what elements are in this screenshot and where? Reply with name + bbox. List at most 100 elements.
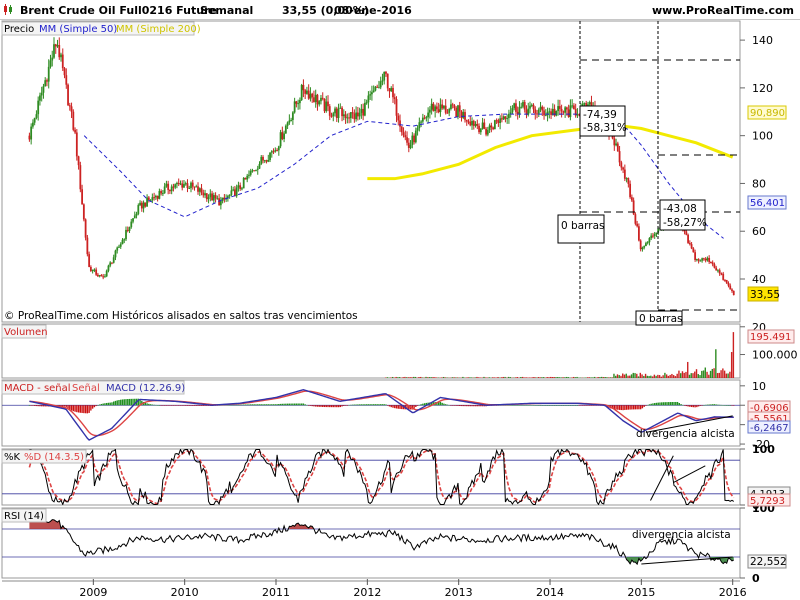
price-panel[interactable]: [1, 20, 741, 323]
price-candle: [246, 175, 249, 180]
macd-histogram-bar: [91, 405, 94, 409]
volume-bar: [695, 369, 698, 378]
macd-histogram-bar: [416, 405, 419, 406]
macd-histogram-bar: [351, 404, 354, 406]
stoch-k-line: [29, 449, 735, 505]
price-candle: [46, 80, 48, 82]
macd-histogram-bar: [457, 405, 459, 406]
macd-histogram-bar: [299, 403, 301, 406]
macd-histogram-bar: [362, 404, 364, 406]
price-candle: [176, 182, 178, 185]
volume-bar: [692, 373, 694, 378]
macd-histogram-bar: [237, 404, 240, 406]
price-candle: [32, 122, 34, 127]
legend-volume: Volumen: [4, 327, 48, 338]
macd-histogram-bar: [720, 404, 723, 406]
price-candle: [346, 117, 349, 119]
volume-bar: [622, 373, 624, 378]
macd-histogram-bar: [474, 405, 477, 407]
macd-histogram-bar: [471, 405, 473, 407]
macd-histogram-bar: [169, 405, 171, 406]
price-candle: [564, 107, 567, 113]
price-candle: [355, 112, 358, 120]
price-candle: [423, 117, 426, 119]
price-candle: [478, 125, 480, 133]
macd-histogram-bar: [423, 403, 426, 406]
price-candle: [133, 215, 136, 219]
macd-histogram-bar: [83, 405, 85, 414]
macd-histogram-bar: [111, 402, 113, 406]
price-candle: [321, 97, 324, 99]
bars-label-1: 0 barras: [561, 220, 604, 232]
macd-histogram-bar: [639, 405, 642, 410]
price-candle: [167, 183, 170, 190]
volume-bar: [658, 375, 661, 378]
macd-histogram-bar: [179, 405, 182, 406]
volume-panel[interactable]: [1, 323, 741, 379]
price-candle: [467, 121, 470, 123]
macd-histogram-bar: [627, 405, 630, 410]
macd-histogram-bar: [462, 405, 464, 407]
macd-histogram-bar: [545, 405, 547, 406]
macd-histogram-bar: [155, 404, 157, 406]
price-candle: [525, 109, 528, 115]
price-candle: [358, 112, 361, 117]
macd-histogram-bar: [365, 404, 368, 406]
volume-bar: [523, 377, 526, 378]
price-candle: [534, 109, 537, 114]
volume-bar: [562, 377, 564, 378]
macd-histogram-bar: [655, 402, 658, 406]
rsi-panel[interactable]: [1, 507, 741, 579]
price-candle: [551, 108, 554, 115]
volume-bar: [476, 376, 478, 378]
drop-pct-1: -58,31%: [583, 122, 627, 134]
macd-histogram-bar: [295, 403, 298, 406]
macd-histogram-bar: [439, 401, 442, 406]
volume-bar: [507, 376, 510, 378]
macd-histogram-bar: [250, 404, 252, 406]
site-url[interactable]: www.ProRealTime.com: [651, 4, 794, 17]
volume-bar: [593, 376, 596, 378]
price-candle: [58, 45, 61, 58]
volume-bar: [493, 377, 496, 378]
price-candle: [116, 247, 119, 251]
volume-bar: [660, 376, 663, 378]
price-candle: [688, 242, 691, 245]
price-candle: [226, 196, 229, 199]
macd-histogram-bar: [107, 402, 110, 406]
price-candle: [625, 178, 628, 180]
macd-histogram-bar: [641, 405, 644, 409]
price-candle: [344, 114, 347, 118]
price-candle: [697, 259, 700, 261]
price-candle: [121, 239, 124, 245]
volume-bar: [650, 375, 652, 378]
macd-histogram-bar: [37, 405, 39, 407]
macd-histogram-bar: [683, 405, 686, 406]
macd-histogram-bar: [659, 402, 661, 406]
price-candle: [118, 246, 120, 248]
volume-bar: [453, 377, 455, 378]
macd-histogram-bar: [195, 405, 197, 406]
price-candle: [557, 106, 559, 111]
macd-histogram-bar: [430, 402, 433, 406]
price-candle: [197, 186, 199, 192]
volume-bar: [590, 377, 592, 378]
macd-histogram-bar: [539, 405, 542, 406]
drop-value-1: -74,39: [583, 109, 617, 121]
macd-histogram-bar: [188, 405, 190, 406]
macd-histogram-bar: [251, 404, 254, 406]
macd-histogram-bar: [32, 405, 34, 406]
price-candle: [195, 186, 198, 188]
price-candle: [713, 264, 716, 268]
price-candle: [708, 257, 711, 262]
price-tick-label: 100: [752, 130, 773, 143]
price-candle: [637, 226, 640, 241]
price-candle: [123, 239, 126, 241]
volume-bar: [521, 376, 524, 378]
macd-histogram-bar: [307, 405, 310, 406]
macd-histogram-bar: [190, 405, 192, 406]
price-candle: [710, 261, 712, 263]
legend-k: %K: [4, 452, 21, 463]
price-candle: [288, 120, 291, 123]
